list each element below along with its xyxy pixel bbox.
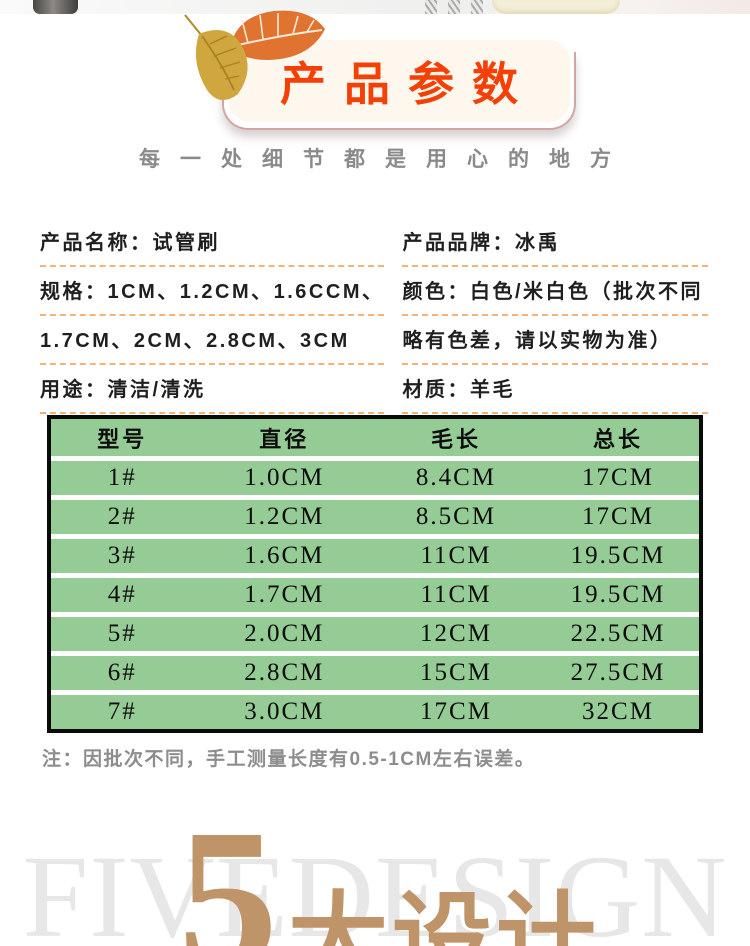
table-cell: 17CM [582,503,654,530]
info-row: 规格：1CM、1.2CM、1.6CCM、 [40,267,385,316]
table-row: 7# 3.0CM 17CM 32CM [51,695,699,729]
table-cell: 7# [107,698,137,725]
table-cell: 19.5CM [570,581,666,608]
table-cell: 17CM [582,464,654,491]
info-row: 材质：羊毛 [402,365,708,414]
table-cell: 27.5CM [570,659,666,686]
wire-brush-photo-fragment [471,0,483,14]
table-header-row: 型号 直径 毛长 总长 [51,419,699,456]
page-subtitle: 每一处细节都是用心的地方 [139,148,631,171]
watermark-number: 5 [178,789,278,946]
info-row: 用途：清洁/清洗 [40,365,385,414]
table-row: 2# 1.2CM 8.5CM 17CM [51,500,699,534]
table-row: 5# 2.0CM 12CM 22.5CM [51,617,699,651]
table-cell: 11CM [420,581,492,608]
table-cell: 1.0CM [244,464,325,491]
table-cell: 3# [107,542,137,569]
table-row: 3# 1.6CM 11CM 19.5CM [51,539,699,573]
table-header-cell: 毛长 [430,426,481,452]
table-cell: 8.5CM [415,503,497,530]
autumn-leaves-icon [184,10,325,101]
table-cell: 17CM [420,698,492,725]
product-info-section: 产品名称：试管刷 规格：1CM、1.2CM、1.6CCM、 1.7CM、2CM、2.… [40,218,708,414]
table-cell: 1.6CM [244,542,325,569]
table-body: 1# 1.0CM 8.4CM 17CM 2# 1.2CM 8.5CM 17CM 3# 1.6CM 1… [51,461,699,729]
table-cell: 4# [107,581,137,608]
product-photo-strip [0,0,750,14]
table-cell: 2.8CM [244,659,325,686]
wire-brush-photo-fragment [425,0,437,14]
watermark-label: 大设计 [288,884,600,946]
table-cell: 22.5CM [570,620,666,647]
table-row: 6# 2.8CM 15CM 27.5CM [51,656,699,690]
table-header-cell: 直径 [259,426,310,452]
info-row: 1.7CM、2CM、2.8CM、3CM [40,316,385,365]
table-cell: 6# [107,659,137,686]
info-row: 颜色：白色/米白色（批次不同 [402,267,708,316]
table-header-cell: 型号 [97,426,148,452]
table-cell: 3.0CM [244,698,325,725]
brush-handle-photo-fragment [33,0,78,14]
table-cell: 2.0CM [244,620,325,647]
info-column-right: 产品品牌：冰禹 颜色：白色/米白色（批次不同 略有色差，请以实物为准） 材质：羊毛 [402,218,708,414]
table-cell: 11CM [420,542,492,569]
table-header-cell: 总长 [592,426,643,452]
table-cell: 8.4CM [415,464,497,491]
spec-table: 型号 直径 毛长 总长 1# 1.0CM 8.4CM 17CM 2# 1.2CM 8.5CM 17C… [47,415,703,733]
table-row: 1# 1.0CM 8.4CM 17CM [51,461,699,495]
wire-brush-photo-fragment [448,0,460,14]
table-cell: 15CM [420,659,492,686]
info-column-left: 产品名称：试管刷 规格：1CM、1.2CM、1.6CCM、 1.7CM、2CM、2.… [40,218,385,414]
measurement-note: 注：因批次不同，手工测量长度有0.5-1CM左右误差。 [42,749,536,770]
table-cell: 12CM [420,620,492,647]
table-cell: 19.5CM [570,542,666,569]
info-row: 略有色差，请以实物为准） [402,316,708,365]
info-row: 产品品牌：冰禹 [402,218,708,267]
table-cell: 1# [107,464,137,491]
page-title: 产品参数 [280,58,536,110]
watermark-text: FIVEDESIGN [22,831,728,946]
table-cell: 2# [107,503,137,530]
table-cell: 1.2CM [244,503,325,530]
table-row: 4# 1.7CM 11CM 19.5CM [51,578,699,612]
info-row: 产品名称：试管刷 [40,218,385,267]
table-cell: 1.7CM [244,581,325,608]
bristles-photo-fragment [492,0,620,14]
table-cell: 5# [107,620,137,647]
table-cell: 32CM [582,698,654,725]
